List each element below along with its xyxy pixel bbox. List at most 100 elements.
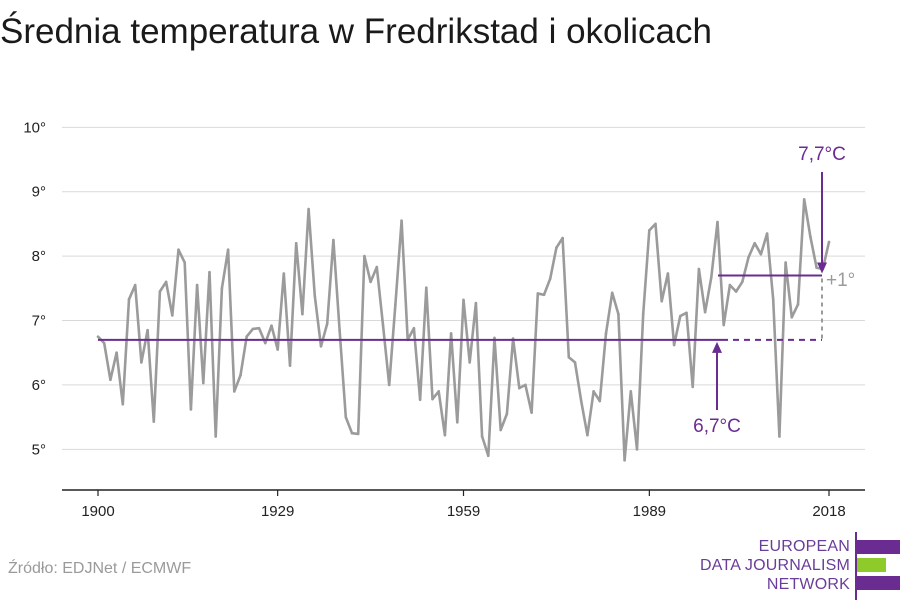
series-layer <box>96 198 831 462</box>
data-point <box>765 232 769 235</box>
data-point <box>257 326 261 330</box>
data-point <box>536 292 540 295</box>
logo-line-2: DATA JOURNALISM <box>700 557 850 574</box>
data-point <box>109 378 112 382</box>
logo-line-1: EUROPEAN <box>758 538 850 555</box>
data-point <box>728 283 732 287</box>
data-point <box>623 458 626 462</box>
data-point <box>474 301 478 305</box>
data-point <box>586 433 589 437</box>
data-point <box>251 327 255 331</box>
difference-label: +1° <box>826 270 855 291</box>
data-point <box>555 246 558 250</box>
data-point <box>722 323 725 327</box>
data-point <box>369 280 372 284</box>
data-point <box>425 286 428 289</box>
data-point <box>592 390 595 393</box>
data-point <box>771 297 775 301</box>
logo-bar-green <box>856 558 886 572</box>
data-point <box>802 198 806 201</box>
y-tick-label: 6° <box>32 377 46 394</box>
data-point <box>716 220 719 224</box>
data-point <box>195 283 199 287</box>
edjnet-logo[interactable]: EUROPEAN DATA JOURNALISM NETWORK <box>700 532 900 600</box>
data-point <box>431 397 434 401</box>
data-point <box>542 293 546 297</box>
data-point <box>468 361 471 364</box>
data-point <box>164 280 168 284</box>
data-point <box>263 341 267 345</box>
data-point <box>412 326 416 330</box>
x-tick-label: 1900 <box>81 503 114 520</box>
x-tick-label: 1929 <box>261 503 294 520</box>
label-baseline: 6,7°C <box>693 416 741 437</box>
data-point <box>462 298 465 302</box>
data-point <box>809 235 812 239</box>
data-point <box>133 283 137 287</box>
data-point <box>796 303 800 306</box>
data-point <box>394 303 397 306</box>
data-point <box>759 252 763 256</box>
grid-lines <box>62 126 865 450</box>
data-point <box>679 314 682 318</box>
data-point <box>579 399 583 403</box>
data-point <box>480 435 484 438</box>
y-tick-label: 9° <box>32 184 46 201</box>
y-tick-label: 8° <box>32 248 46 265</box>
data-point <box>140 361 143 364</box>
logo-bar-purple-bottom <box>856 576 900 590</box>
data-point <box>276 348 279 351</box>
data-point <box>610 291 614 295</box>
data-point <box>202 381 205 385</box>
data-point <box>617 312 620 316</box>
data-point <box>505 412 509 416</box>
x-tick-label: 2018 <box>812 503 845 520</box>
data-point <box>381 323 385 327</box>
label-recent: 7,7°C <box>798 144 846 165</box>
y-tick-label: 10° <box>23 119 46 136</box>
y-tick-label: 5° <box>32 441 46 458</box>
data-point <box>499 428 502 432</box>
data-point <box>96 335 100 338</box>
data-point <box>282 272 286 275</box>
data-point <box>375 265 379 269</box>
data-point <box>524 383 527 387</box>
data-point <box>294 241 298 245</box>
y-axis-labels: 5° 6° 7° 8° 9° 10° <box>23 119 46 458</box>
data-point <box>784 261 787 264</box>
data-point <box>338 328 341 332</box>
data-point <box>753 241 756 245</box>
data-point <box>363 254 366 258</box>
data-point <box>740 280 744 284</box>
data-point <box>171 314 174 317</box>
arrow-baseline-icon <box>712 341 722 353</box>
data-point <box>115 351 118 355</box>
data-point <box>493 336 496 340</box>
data-point <box>152 420 156 423</box>
data-point <box>598 399 602 403</box>
data-point <box>220 287 224 290</box>
data-point <box>344 415 348 419</box>
data-point <box>517 386 521 390</box>
data-point <box>573 361 577 364</box>
data-point <box>356 432 360 436</box>
data-point <box>641 312 645 316</box>
data-point <box>666 272 670 275</box>
data-point <box>177 248 180 251</box>
data-point <box>443 433 447 437</box>
data-point <box>530 411 533 414</box>
data-point <box>387 383 391 387</box>
data-point <box>127 297 131 301</box>
data-point <box>288 364 292 367</box>
data-point <box>790 316 794 319</box>
data-point <box>239 373 242 377</box>
data-point <box>778 435 781 438</box>
data-point <box>350 431 354 435</box>
data-point <box>561 236 564 240</box>
data-point <box>734 290 738 293</box>
logo-divider <box>855 532 857 600</box>
data-point <box>214 435 218 438</box>
x-axis-ticks: 1900 1929 1959 1989 2018 <box>81 490 846 520</box>
data-point <box>567 355 571 359</box>
data-point <box>747 256 750 259</box>
